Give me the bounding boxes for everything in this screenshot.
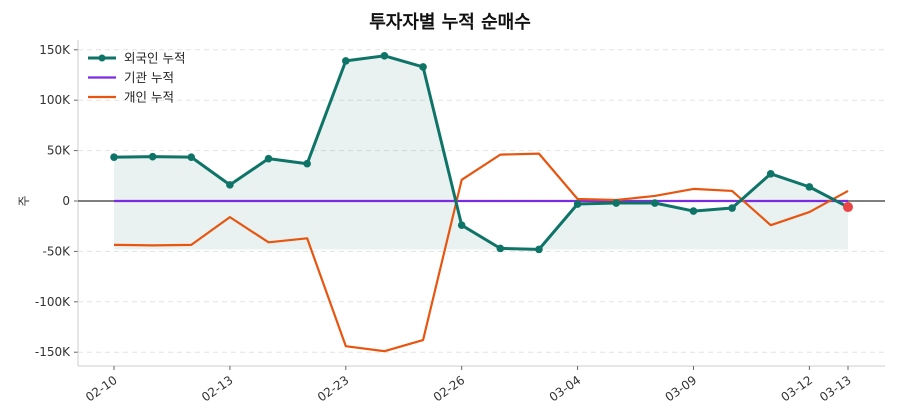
y-tick-label: -100K [35,295,71,309]
data-point [341,57,350,65]
data-point [457,221,466,229]
y-tick-label: -50K [43,244,72,258]
data-point [766,169,775,178]
data-point [380,52,389,60]
y-axis-label: 주 [17,195,31,206]
y-tick-label: -150K [35,345,71,359]
x-tick-label: 03-09 [663,373,700,404]
data-point [573,200,582,208]
y-tick-label: 100K [39,93,71,107]
legend-label: 개인 누적 [124,90,174,105]
data-point [496,244,505,253]
x-tick-label: 03-13 [817,373,854,404]
data-point [805,183,814,191]
x-tick-label: 03-04 [547,373,584,404]
legend-label: 기관 누적 [124,70,174,85]
data-point [187,153,196,161]
chart-title: 투자자별 누적 순매수 [369,12,531,33]
legend-label: 외국인 누적 [124,51,185,66]
data-point [651,199,659,207]
data-point [728,204,736,212]
y-tick-label: 0 [62,194,70,208]
y-tick-label: 150K [39,43,71,57]
x-tick-label: 02-23 [315,373,352,404]
x-tick-label: 02-10 [83,373,120,404]
y-tick-label: 50K [47,144,71,158]
data-point [689,207,698,215]
data-point [303,159,311,168]
x-tick-label: 03-12 [778,373,815,404]
x-tick-label: 02-26 [431,373,468,404]
series-line-0 [113,54,849,251]
series-line-2 [113,152,849,353]
legend-marker [98,54,106,62]
x-tick-label: 02-13 [199,373,236,404]
data-point [535,245,543,254]
data-point [612,199,621,207]
last-point-highlight [843,202,853,213]
data-point [264,154,273,163]
data-point [226,181,234,189]
data-point [148,152,157,161]
data-point [419,63,427,71]
data-point [110,153,118,161]
